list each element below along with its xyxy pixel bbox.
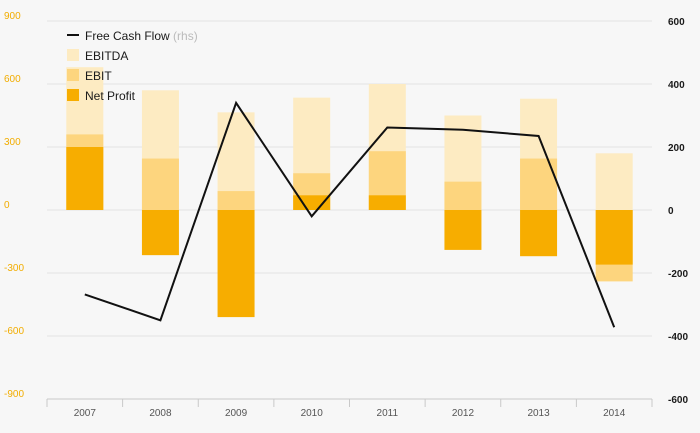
bar-net-profit xyxy=(595,210,633,265)
x-tick-label: 2010 xyxy=(301,408,324,419)
left-tick-label: 600 xyxy=(4,74,21,85)
gridlines xyxy=(47,20,652,400)
right-tick-label: -600 xyxy=(668,395,688,406)
left-tick-label: -300 xyxy=(4,263,24,274)
x-tick-label: 2007 xyxy=(74,408,97,419)
legend-label: Net Profit xyxy=(85,89,136,103)
legend-label: EBIT xyxy=(85,69,112,83)
line-free-cash-flow xyxy=(84,100,616,328)
left-tick-label: 300 xyxy=(4,137,21,148)
bar-ebit xyxy=(141,158,179,210)
bar-net-profit xyxy=(444,210,482,250)
bar-net-profit xyxy=(520,210,558,257)
bar-net-profit xyxy=(217,210,255,318)
right-tick-label: -400 xyxy=(668,332,688,343)
legend-swatch xyxy=(67,49,79,61)
right-tick-label: -200 xyxy=(668,269,688,280)
axes: 900 600 600 400 300 200 0 0 -300 -200 -600 -400 -900… xyxy=(4,11,688,419)
legend-swatch xyxy=(67,89,79,101)
left-tick-label: 0 xyxy=(4,200,10,211)
line-series xyxy=(84,100,616,328)
legend-swatch xyxy=(67,69,79,81)
x-tick-label: 2008 xyxy=(149,408,172,419)
right-tick-label: 600 xyxy=(668,17,685,28)
left-tick-label: -600 xyxy=(4,326,24,337)
bar-ebit xyxy=(217,191,255,210)
x-tick-label: 2012 xyxy=(452,408,475,419)
left-tick-label: 900 xyxy=(4,11,21,22)
right-tick-label: 0 xyxy=(668,206,674,217)
bar-ebit xyxy=(444,181,482,210)
right-tick-label: 200 xyxy=(668,143,685,154)
bar-net-profit xyxy=(66,147,104,210)
legend: Free Cash Flow (rhs) EBITDA EBIT Net Profit xyxy=(67,29,198,103)
legend-label: EBITDA xyxy=(85,49,128,63)
legend-label: Free Cash Flow (rhs) xyxy=(85,29,198,43)
bar-ebitda xyxy=(595,153,633,210)
legend-note: (rhs) xyxy=(170,29,198,43)
x-tick-label: 2013 xyxy=(527,408,550,419)
left-tick-label: -900 xyxy=(4,389,24,400)
bar-net-profit xyxy=(368,195,406,210)
x-tick-label: 2014 xyxy=(603,408,626,419)
right-tick-label: 400 xyxy=(668,80,685,91)
x-tick-label: 2011 xyxy=(377,408,399,419)
bars xyxy=(66,67,633,318)
bar-net-profit xyxy=(141,210,179,256)
x-tick-label: 2009 xyxy=(225,408,248,419)
